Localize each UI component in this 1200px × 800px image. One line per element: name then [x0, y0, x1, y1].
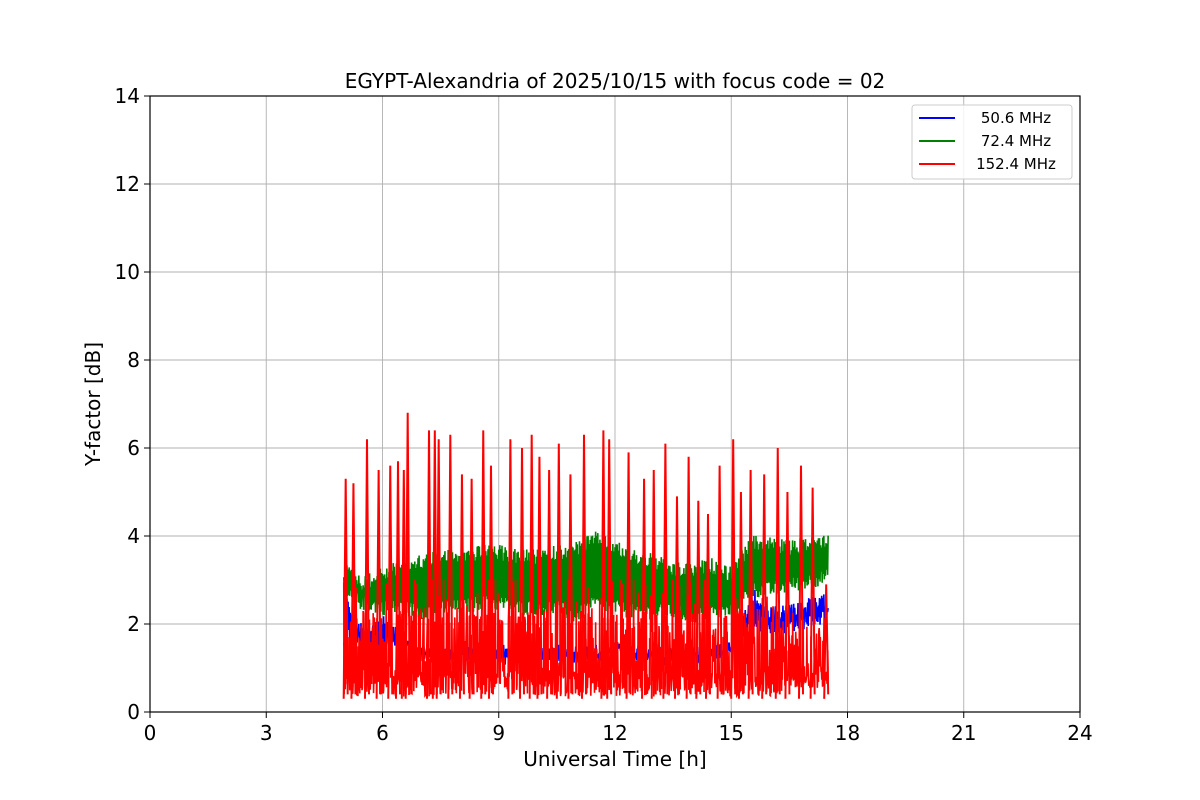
spike-152-4-mhz	[695, 500, 702, 699]
spike-152-4-mhz	[567, 474, 574, 699]
x-tick-label: 21	[951, 721, 976, 745]
y-tick-label: 0	[127, 700, 140, 724]
spike-152-4-mhz	[426, 430, 432, 699]
y-tick-label: 6	[127, 436, 140, 460]
spike-152-4-mhz	[674, 496, 680, 699]
spike-152-4-mhz	[716, 465, 723, 699]
spike-152-4-mhz	[447, 434, 454, 699]
y-tick-label: 12	[115, 172, 140, 196]
spike-152-4-mhz	[737, 491, 744, 699]
spike-152-4-mhz	[662, 443, 669, 699]
spike-152-4-mhz	[747, 469, 754, 699]
spike-152-4-mhz	[581, 434, 587, 699]
spike-152-4-mhz	[536, 456, 543, 699]
spike-152-4-mhz	[774, 447, 781, 699]
x-tick-label: 3	[260, 721, 273, 745]
spike-152-4-mhz	[395, 461, 401, 699]
spike-152-4-mhz	[480, 430, 487, 699]
chart-title: EGYPT-Alexandria of 2025/10/15 with focu…	[345, 69, 886, 93]
y-axis-label: Y-factor [dB]	[81, 342, 105, 467]
x-tick-label: 0	[144, 721, 157, 745]
spike-152-4-mhz	[555, 443, 562, 699]
x-tick-label: 24	[1067, 721, 1092, 745]
spike-152-4-mhz	[823, 584, 830, 699]
x-tick-label: 15	[719, 721, 744, 745]
spike-152-4-mhz	[798, 465, 804, 699]
x-tick-label: 12	[602, 721, 627, 745]
spike-152-4-mhz	[375, 469, 382, 699]
spike-152-4-mhz	[685, 456, 692, 699]
spike-152-4-mhz	[458, 474, 465, 699]
spike-152-4-mhz	[546, 469, 553, 699]
spike-152-4-mhz	[404, 412, 411, 699]
spike-152-4-mhz	[705, 513, 711, 699]
spike-152-4-mhz	[641, 478, 648, 699]
spike-152-4-mhz	[350, 483, 357, 699]
plot-data	[342, 412, 830, 699]
spike-152-4-mhz	[364, 439, 370, 699]
spike-152-4-mhz	[625, 452, 632, 699]
spike-152-4-mhz	[435, 439, 442, 699]
y-tick-label: 2	[127, 612, 140, 636]
legend-label: 72.4 MHz	[981, 132, 1051, 150]
legend-label: 152.4 MHz	[976, 155, 1056, 173]
y-tick-label: 8	[127, 348, 140, 372]
legend: 50.6 MHz 72.4 MHz 152.4 MHz	[911, 104, 1073, 180]
spike-152-4-mhz	[342, 478, 349, 699]
spike-152-4-mhz	[784, 491, 791, 699]
spike-152-4-mhz	[606, 439, 613, 699]
x-axis-label: Universal Time [h]	[523, 747, 706, 771]
spike-152-4-mhz	[730, 439, 737, 699]
spike-152-4-mhz	[507, 439, 514, 699]
spike-152-4-mhz	[650, 469, 657, 699]
spike-152-4-mhz	[488, 465, 494, 699]
spike-152-4-mhz	[600, 430, 607, 699]
x-tick-label: 6	[376, 721, 389, 745]
x-tick-label: 18	[835, 721, 860, 745]
spike-152-4-mhz	[809, 487, 816, 699]
legend-box	[911, 104, 1073, 180]
spike-152-4-mhz	[387, 465, 394, 699]
spike-152-4-mhz	[400, 469, 407, 699]
y-tick-label: 10	[115, 260, 140, 284]
spike-152-4-mhz	[468, 478, 475, 699]
y-tick-label: 14	[115, 84, 140, 108]
y-tick-label: 4	[127, 524, 140, 548]
spike-152-4-mhz	[528, 434, 535, 699]
series-line-72-4-mhz	[342, 531, 829, 623]
spike-152-4-mhz	[519, 447, 525, 699]
spike-152-4-mhz	[761, 474, 768, 699]
spike-152-4-mhz	[431, 430, 438, 699]
legend-label: 50.6 MHz	[981, 109, 1051, 127]
x-tick-label: 9	[492, 721, 505, 745]
